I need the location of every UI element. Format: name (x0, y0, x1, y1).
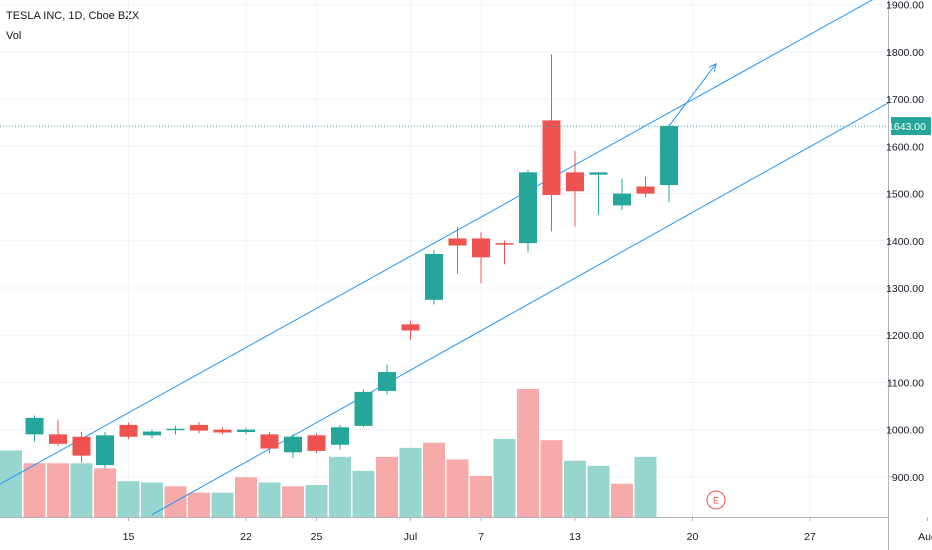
time-axis[interactable]: 15 22 25 Jul 7 13 20 27 Aug (0, 517, 932, 550)
time-tick-label: 27 (804, 531, 816, 543)
volume-bar (540, 440, 563, 517)
price-tick-label: 1100.00 (887, 377, 924, 389)
candle-body (378, 372, 396, 391)
price-axis[interactable]: 900.00 1000.00 1100.00 1200.00 1300.00 1400.0… (886, 0, 932, 550)
volume-bar (235, 477, 257, 517)
candle-body (213, 429, 232, 433)
time-axis-background (0, 517, 888, 550)
last-price-label: 1643.00 (888, 121, 926, 133)
candle-body (307, 435, 326, 451)
volume-bar (141, 482, 163, 517)
time-tick-label: 7 (478, 531, 484, 543)
candle-body (613, 193, 631, 206)
time-tick-label: Jul (404, 531, 417, 543)
volume-bars (0, 389, 657, 517)
candle-body (331, 427, 349, 445)
candle-body (542, 120, 561, 195)
time-tick-label: 13 (569, 531, 581, 543)
candle-body (566, 172, 584, 192)
volume-bar (611, 483, 633, 517)
candle-body (636, 186, 655, 194)
price-tick-label: 1000.00 (886, 425, 924, 437)
candle-body (72, 436, 91, 456)
earnings-marker (706, 490, 726, 510)
price-tick-label: 1500.00 (886, 189, 924, 201)
time-tick-label: 15 (123, 531, 135, 543)
volume-bar (517, 389, 539, 517)
candle-body (448, 238, 467, 246)
candles (25, 54, 678, 469)
price-tick-label: 1200.00 (886, 330, 924, 342)
time-tick-label: 22 (240, 531, 252, 543)
candle-body (425, 254, 443, 300)
price-tick-label: 900.00 (892, 472, 924, 484)
candle-body (495, 243, 514, 245)
candle-body (25, 417, 44, 435)
overlays: E (0, 62, 888, 510)
price-tick-label: 1400.00 (886, 236, 924, 248)
volume-indicator-label[interactable]: Vol (6, 30, 22, 42)
volume-bar (446, 459, 469, 517)
candle-body (143, 431, 161, 436)
candle-body (589, 172, 608, 175)
channel-trendline (0, 0, 874, 485)
volume-bar (282, 486, 304, 517)
volume-bar (258, 482, 281, 517)
candle-body (96, 435, 114, 466)
price-tick-label: 1300.00 (886, 283, 924, 295)
price-tick-label: 1900.00 (886, 0, 924, 12)
volume-bar (305, 485, 328, 517)
price-tick-label: 1800.00 (886, 47, 924, 59)
volume-bar (352, 470, 375, 517)
chart-title: TESLA INC, 1D, Cboe BZX (6, 10, 140, 22)
volume-bar (188, 492, 210, 517)
time-tick-label: Aug (918, 531, 932, 543)
volume-bar (47, 463, 69, 517)
volume-bar (423, 442, 445, 517)
channel-lines[interactable] (0, 0, 932, 516)
time-tick-label: 25 (311, 531, 323, 543)
last-price-badge (891, 117, 931, 136)
volume-bar (329, 456, 351, 517)
candle-body (660, 126, 678, 186)
volume-bar (211, 492, 234, 517)
candle-body (237, 429, 255, 433)
projection-arrow (668, 63, 717, 127)
candle-body (284, 436, 302, 453)
projection-arrowhead (708, 62, 717, 72)
price-tick-label: 1700.00 (886, 94, 924, 106)
volume-bar (94, 468, 116, 517)
volume-bar (634, 456, 657, 517)
volume-bar (0, 450, 22, 517)
volume-bar (376, 456, 398, 517)
candle-body (49, 434, 67, 444)
volume-bar (470, 476, 492, 517)
volume-bar (493, 438, 516, 517)
candle-body (472, 238, 490, 258)
candle-body (166, 428, 185, 431)
grid-lines (0, 0, 928, 517)
candle-body (519, 172, 537, 244)
volume-bar (117, 481, 140, 517)
candle-body (401, 324, 420, 331)
price-tick-label: 1600.00 (886, 141, 924, 153)
earnings-marker-label: E (713, 496, 719, 506)
candle-body (260, 434, 279, 449)
candle-body (119, 424, 138, 437)
price-axis-background (888, 0, 932, 550)
time-tick-label: 20 (687, 531, 699, 543)
volume-bar (23, 463, 46, 517)
volume-bar (70, 463, 93, 517)
volume-bar (587, 465, 610, 517)
candle-body (354, 391, 373, 426)
volume-bar (399, 447, 422, 517)
candle-body (190, 424, 208, 431)
volume-bar (564, 460, 586, 517)
